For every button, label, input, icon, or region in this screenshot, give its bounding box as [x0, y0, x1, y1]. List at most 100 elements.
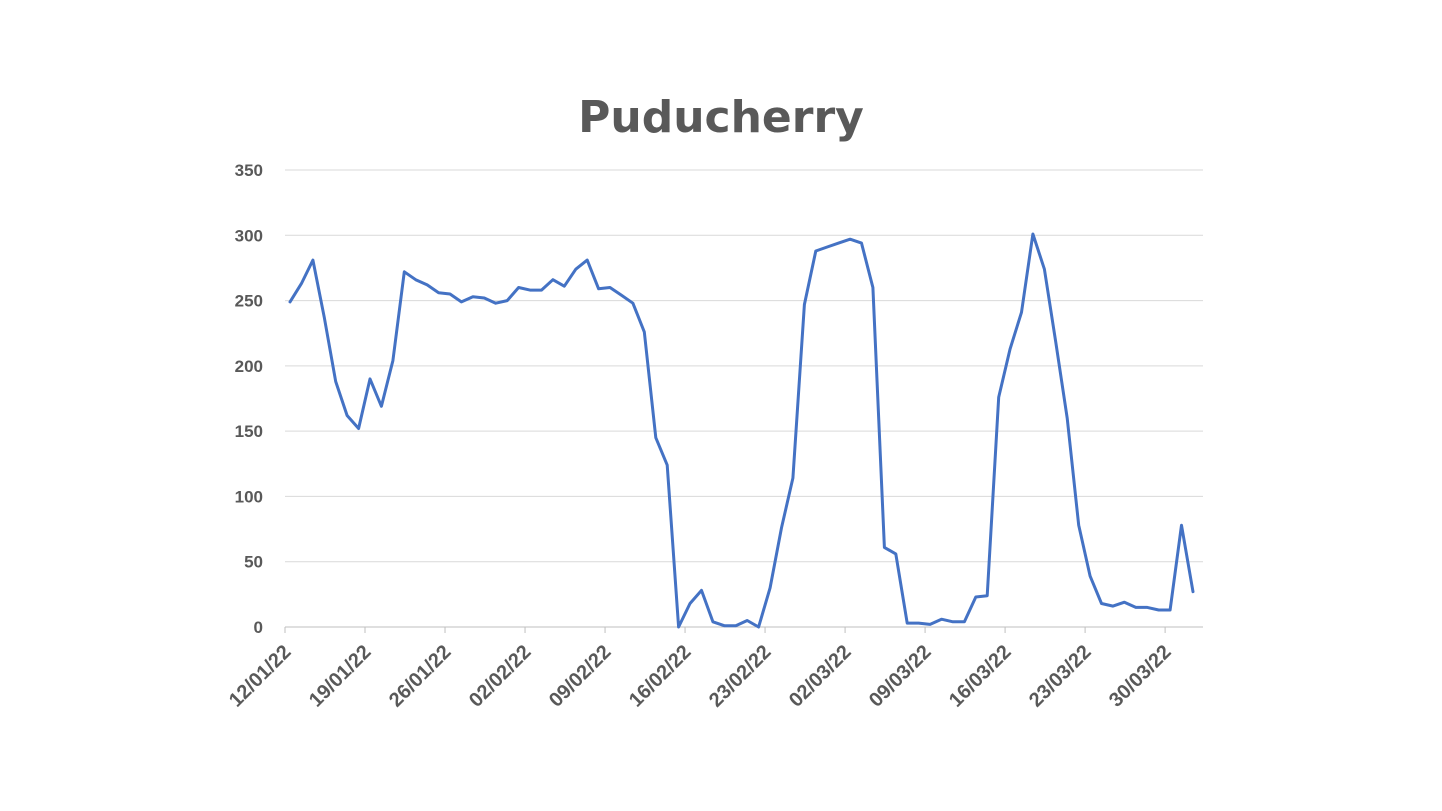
x-tick-label: 19/01/22: [305, 641, 376, 712]
data-point: [311, 258, 315, 262]
data-point: [597, 287, 601, 291]
data-point: [1191, 590, 1195, 594]
y-tick-label: 200: [235, 357, 263, 376]
data-point: [1065, 416, 1069, 420]
data-point: [551, 278, 555, 282]
data-point: [437, 291, 441, 295]
data-point: [642, 330, 646, 334]
data-point: [322, 316, 326, 320]
y-tick-label: 250: [235, 292, 263, 311]
y-tick-label: 150: [235, 422, 263, 441]
data-point: [1042, 267, 1046, 271]
data-point: [780, 526, 784, 530]
data-point: [962, 620, 966, 624]
data-point: [459, 300, 463, 304]
x-tick-label: 23/02/22: [705, 641, 776, 712]
data-point: [917, 621, 921, 625]
data-point: [562, 284, 566, 288]
x-tick-label: 26/01/22: [385, 641, 456, 712]
data-point: [585, 258, 589, 262]
data-point: [974, 595, 978, 599]
data-point: [391, 359, 395, 363]
chart-title: Puducherry: [578, 92, 864, 143]
data-point: [745, 619, 749, 623]
data-point: [540, 288, 544, 292]
data-point: [734, 624, 738, 628]
axes: [284, 626, 1203, 633]
data-point: [940, 617, 944, 621]
data-point: [997, 395, 1001, 399]
series-layer: [288, 232, 1195, 629]
data-point: [1157, 608, 1161, 612]
data-point: [1031, 232, 1035, 236]
data-point: [711, 620, 715, 624]
data-point: [1168, 608, 1172, 612]
data-point: [620, 293, 624, 297]
data-point: [814, 249, 818, 253]
data-point: [1134, 605, 1138, 609]
data-point: [928, 622, 932, 626]
data-point: [905, 621, 909, 625]
data-point: [700, 588, 704, 592]
data-point: [985, 594, 989, 598]
data-point: [345, 414, 349, 418]
x-tick-label: 12/01/22: [225, 641, 296, 712]
x-axis-tick-labels: 12/01/22 19/01/22 26/01/22 02/02/22 09/02/22…: [225, 641, 1176, 712]
data-point: [357, 427, 361, 431]
data-point: [951, 620, 955, 624]
data-point: [722, 624, 726, 628]
data-point: [825, 245, 829, 249]
data-point: [379, 404, 383, 408]
data-point: [528, 288, 532, 292]
data-point: [1077, 523, 1081, 527]
data-point: [882, 545, 886, 549]
data-point: [1122, 600, 1126, 604]
data-point: [677, 625, 681, 629]
data-point: [574, 267, 578, 271]
x-tick-label: 16/02/22: [625, 641, 696, 712]
data-point: [837, 241, 841, 245]
data-point: [1054, 340, 1058, 344]
data-point: [471, 295, 475, 299]
data-point: [505, 299, 509, 303]
data-point: [402, 270, 406, 274]
x-tick-label: 30/03/22: [1105, 641, 1176, 712]
data-point: [860, 241, 864, 245]
data-point: [1008, 347, 1012, 351]
data-point: [482, 296, 486, 300]
x-tick-label: 23/03/22: [1025, 641, 1096, 712]
data-point: [871, 286, 875, 290]
data-point: [299, 282, 303, 286]
y-tick-label: 300: [235, 226, 263, 245]
data-point: [654, 436, 658, 440]
data-point: [425, 283, 429, 287]
data-point: [1100, 602, 1104, 606]
y-tick-label: 350: [235, 161, 263, 180]
data-point: [414, 278, 418, 282]
data-point: [494, 301, 498, 305]
data-point: [1088, 574, 1092, 578]
data-point: [665, 463, 669, 467]
data-point: [802, 303, 806, 307]
data-point: [1145, 605, 1149, 609]
data-point: [688, 602, 692, 606]
data-point: [448, 292, 452, 296]
data-point: [894, 552, 898, 556]
data-point: [1180, 523, 1184, 527]
x-tick-label: 02/03/22: [785, 641, 856, 712]
data-point: [517, 286, 521, 290]
data-point: [368, 377, 372, 381]
data-point: [288, 300, 292, 304]
data-point: [791, 476, 795, 480]
x-tick-label: 09/02/22: [545, 641, 616, 712]
gridlines: [285, 169, 1203, 563]
y-axis-tick-labels: 0 50 100 150 200 250 300 350: [235, 161, 263, 637]
x-tick-label: 02/02/22: [465, 641, 536, 712]
data-point: [631, 301, 635, 305]
x-tick-label: 09/03/22: [865, 641, 936, 712]
series-line: [288, 232, 1195, 629]
data-point: [334, 380, 338, 384]
y-tick-label: 0: [254, 618, 263, 637]
